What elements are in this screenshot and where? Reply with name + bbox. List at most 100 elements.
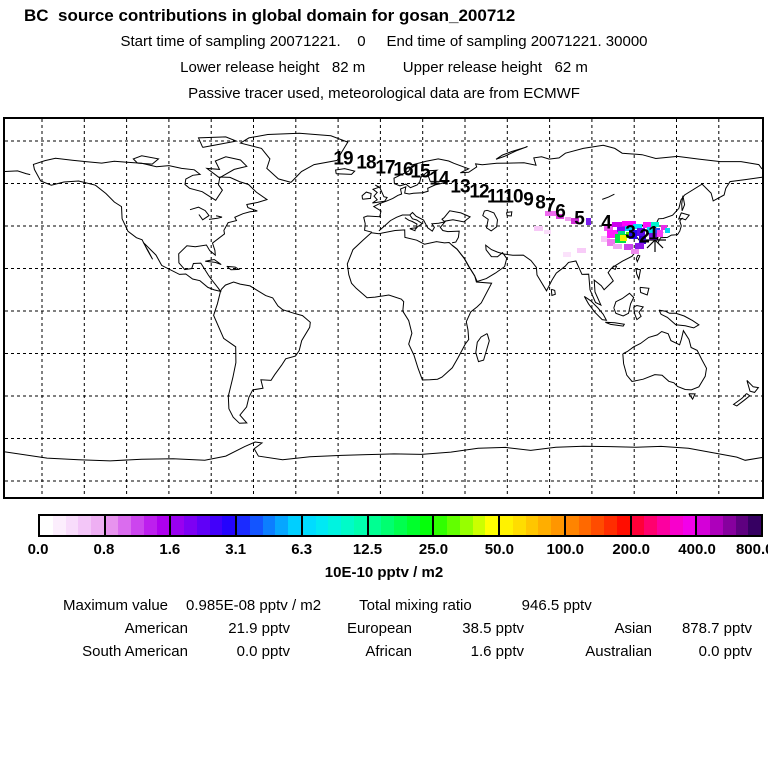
colorbar-cell [472, 516, 486, 535]
colorbar-segment [432, 516, 499, 535]
colorbar-cell [419, 516, 433, 535]
colorbar-cell [538, 516, 552, 535]
plume-cell [620, 235, 627, 241]
coastline [197, 136, 239, 148]
continent-value: 1.6 pptv [470, 643, 524, 660]
colorbar-segment [366, 516, 433, 535]
colorbar-cell [406, 516, 420, 535]
colorbar-tick-label: 6.3 [291, 541, 313, 558]
colorbar-cell [105, 516, 119, 535]
colorbar-cell [91, 516, 104, 535]
coastline [205, 258, 222, 265]
plume-cell [657, 230, 663, 237]
colorbar-cell [184, 516, 197, 535]
colorbar-cell [657, 516, 670, 535]
colorbar-cell [682, 516, 696, 535]
release-height-line: Lower release height 82 m Upper release … [180, 59, 588, 76]
colorbar-cell [644, 516, 658, 535]
figure-title: BC source contributions in global domain… [24, 6, 516, 25]
colorbar-cell [631, 516, 645, 535]
coastline [550, 288, 556, 297]
colorbar-segment [40, 516, 104, 535]
coastline [732, 393, 751, 407]
plume-cell [639, 236, 646, 244]
colorbar-cell [353, 516, 367, 535]
plume-cell [665, 228, 670, 233]
colorbar-tick-label: 400.0 [678, 541, 716, 558]
continent-value: 0.0 pptv [698, 643, 752, 660]
coastline [605, 321, 626, 327]
plume-cell [534, 226, 543, 231]
colorbar-segment [235, 516, 301, 535]
trajectory-day-marker: 17 [375, 157, 395, 179]
colorbar-cell [565, 516, 579, 535]
colorbar-tick-label: 12.5 [352, 541, 383, 558]
plume-cell [586, 218, 591, 225]
plume-cell [545, 211, 556, 216]
trajectory-day-marker: 15 [410, 161, 430, 183]
colorbar-tick-label: 3.1 [225, 541, 247, 558]
coastline [409, 227, 417, 232]
colorbar-cell [196, 516, 210, 535]
colorbar-cell [249, 516, 263, 535]
colorbar-tick-label: 200.0 [612, 541, 650, 558]
coastline [602, 193, 615, 200]
coastline [226, 265, 241, 271]
coastline [441, 210, 472, 223]
coastline [132, 155, 160, 165]
coastline [633, 304, 645, 321]
max-value: 0.985E-08 pptv / m2 [186, 597, 322, 614]
plume-cell [618, 231, 625, 236]
colorbar-cell [578, 516, 592, 535]
trajectory-day-marker: 7 [545, 195, 556, 217]
colorbar-cell [485, 516, 499, 535]
coastline [5, 170, 31, 176]
plume-cell [607, 230, 618, 238]
coastline [5, 441, 762, 462]
coastline [635, 268, 642, 281]
plume-cell [631, 249, 639, 254]
world-map: 19 18 17 16 15 14 13 12 11 10 9 8 7 6 5 4 3 2 1 [3, 117, 764, 499]
colorbar-cell [288, 516, 301, 535]
plume-cell [629, 230, 637, 239]
plume-cell [624, 244, 633, 250]
coastline [658, 309, 700, 329]
coastline [657, 212, 691, 243]
trajectory-day-marker: 16 [393, 159, 413, 181]
coastline [346, 229, 493, 381]
coastline [213, 281, 311, 424]
trajectory-day-marker: 5 [574, 208, 585, 230]
trajectory-day-marker: 2 [639, 226, 650, 248]
colorbar-cell [381, 516, 395, 535]
colorbar-cell [156, 516, 170, 535]
trajectory-day-marker: 10 [503, 186, 523, 208]
continent-label: European [346, 620, 412, 637]
colorbar-tick-label: 100.0 [546, 541, 585, 558]
total-ratio-value: 946.5 pptv [521, 597, 592, 614]
coastline [451, 176, 762, 307]
trajectory-day-marker: 8 [535, 192, 546, 214]
coastline [583, 295, 608, 321]
colorbar-cell [118, 516, 132, 535]
colorbar-tick-label: 50.0 [484, 541, 514, 558]
colorbar-cell [341, 516, 354, 535]
sampling-time-line: Start time of sampling 20071221. 0 End t… [120, 33, 648, 50]
plume-cell [544, 230, 551, 234]
colorbar-cell [512, 516, 526, 535]
continent-value: 21.9 pptv [228, 620, 290, 637]
colorbar [38, 514, 763, 537]
coastline [32, 157, 269, 293]
colorbar-segment [300, 516, 367, 535]
colorbar-cell [171, 516, 185, 535]
colorbar-segment [498, 516, 564, 535]
plume-cell [625, 226, 634, 231]
coastline [688, 393, 696, 401]
colorbar-cell [459, 516, 473, 535]
colorbar-cell [131, 516, 144, 535]
plume-cell [601, 236, 610, 242]
colorbar-cell [669, 516, 683, 535]
colorbar-unit-label: 10E-10 pptv / m2 [324, 564, 444, 581]
colorbar-cell [237, 516, 250, 535]
plume-cell [647, 227, 655, 233]
coastline [378, 211, 460, 244]
